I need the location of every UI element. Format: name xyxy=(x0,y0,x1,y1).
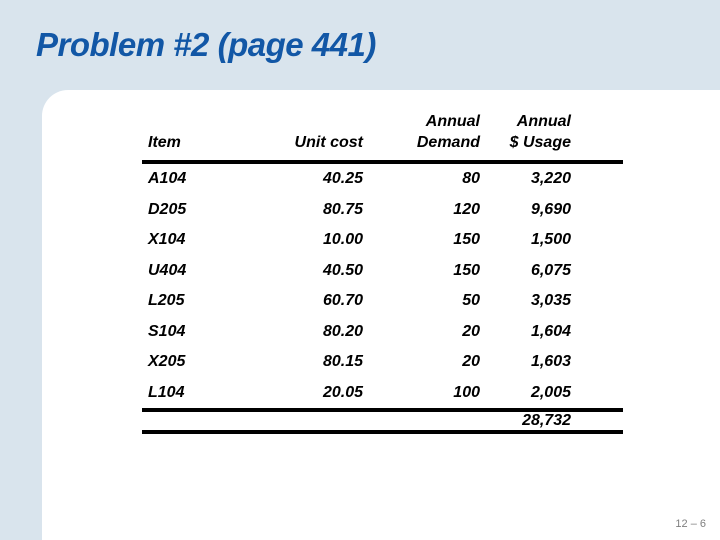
cell-annual-demand: 50 xyxy=(462,292,480,310)
cell-annual-usage: 9,690 xyxy=(530,200,571,218)
header-unit-cost-label: Unit cost xyxy=(294,134,363,151)
table-row: L205 60.70 50 3,035 xyxy=(142,286,623,317)
cell-item: U404 xyxy=(148,261,187,279)
table-row: D205 80.75 120 9,690 xyxy=(142,195,623,226)
cell-annual-demand: 20 xyxy=(462,353,480,371)
table-row: A104 40.25 80 3,220 xyxy=(142,164,623,195)
cell-annual-usage: 6,075 xyxy=(530,261,571,279)
content-panel xyxy=(42,90,720,540)
cell-unit-cost: 40.25 xyxy=(322,170,363,188)
cell-annual-usage: 1,500 xyxy=(530,231,571,249)
cell-annual-usage: 1,603 xyxy=(530,353,571,371)
cell-item: L104 xyxy=(148,383,185,401)
cell-unit-cost: 20.05 xyxy=(322,383,363,401)
cell-unit-cost: 10.00 xyxy=(322,231,363,249)
cell-annual-usage: 1,604 xyxy=(530,322,571,340)
table-header-row: Item Unit cost Annual Demand Annual $ Us… xyxy=(142,111,623,164)
header-cell-annual-usage: Annual $ Usage xyxy=(480,111,623,153)
cell-annual-demand: 150 xyxy=(453,231,480,249)
table-total-row: 28,732 xyxy=(142,408,623,434)
header-cell-annual-demand: Annual Demand xyxy=(363,111,480,153)
cell-annual-demand: 150 xyxy=(453,261,480,279)
cell-item: A104 xyxy=(148,170,187,188)
cell-unit-cost: 40.50 xyxy=(322,261,363,279)
cell-unit-cost: 60.70 xyxy=(322,292,363,310)
table-row: L104 20.05 100 2,005 xyxy=(142,378,623,409)
header-cell-item: Item xyxy=(142,132,252,153)
header-usage-label: $ Usage xyxy=(509,134,571,151)
slide-title: Problem #2 (page 441) xyxy=(36,26,376,63)
cell-item: D205 xyxy=(148,200,187,218)
header-demand-label: Demand xyxy=(416,134,480,151)
table-row: X205 80.15 20 1,603 xyxy=(142,347,623,378)
cell-unit-cost: 80.20 xyxy=(322,322,363,340)
cell-annual-usage: 2,005 xyxy=(530,383,571,401)
header-cell-unit-cost: Unit cost xyxy=(252,132,363,153)
cell-annual-usage: 3,220 xyxy=(530,170,571,188)
cell-item: X104 xyxy=(148,231,186,249)
cell-annual-demand: 20 xyxy=(462,322,480,340)
total-usage-value: 28,732 xyxy=(522,412,571,429)
cell-annual-demand: 120 xyxy=(453,200,480,218)
page-number: 12 – 6 xyxy=(675,518,706,530)
header-usage-top-label: Annual xyxy=(516,113,571,130)
table-row: S104 80.20 20 1,604 xyxy=(142,317,623,348)
table-body: A104 40.25 80 3,220 D205 80.75 120 9,690… xyxy=(142,164,623,408)
cell-item: X205 xyxy=(148,353,186,371)
cell-annual-demand: 100 xyxy=(453,383,480,401)
cell-annual-usage: 3,035 xyxy=(530,292,571,310)
header-item-label: Item xyxy=(148,134,181,151)
data-table: Item Unit cost Annual Demand Annual $ Us… xyxy=(142,111,623,434)
cell-item: S104 xyxy=(148,322,186,340)
cell-unit-cost: 80.15 xyxy=(322,353,363,371)
header-demand-top-label: Annual xyxy=(425,113,480,130)
cell-annual-demand: 80 xyxy=(462,170,480,188)
cell-item: L205 xyxy=(148,292,185,310)
table-row: X104 10.00 150 1,500 xyxy=(142,225,623,256)
cell-unit-cost: 80.75 xyxy=(322,200,363,218)
table-row: U404 40.50 150 6,075 xyxy=(142,256,623,287)
